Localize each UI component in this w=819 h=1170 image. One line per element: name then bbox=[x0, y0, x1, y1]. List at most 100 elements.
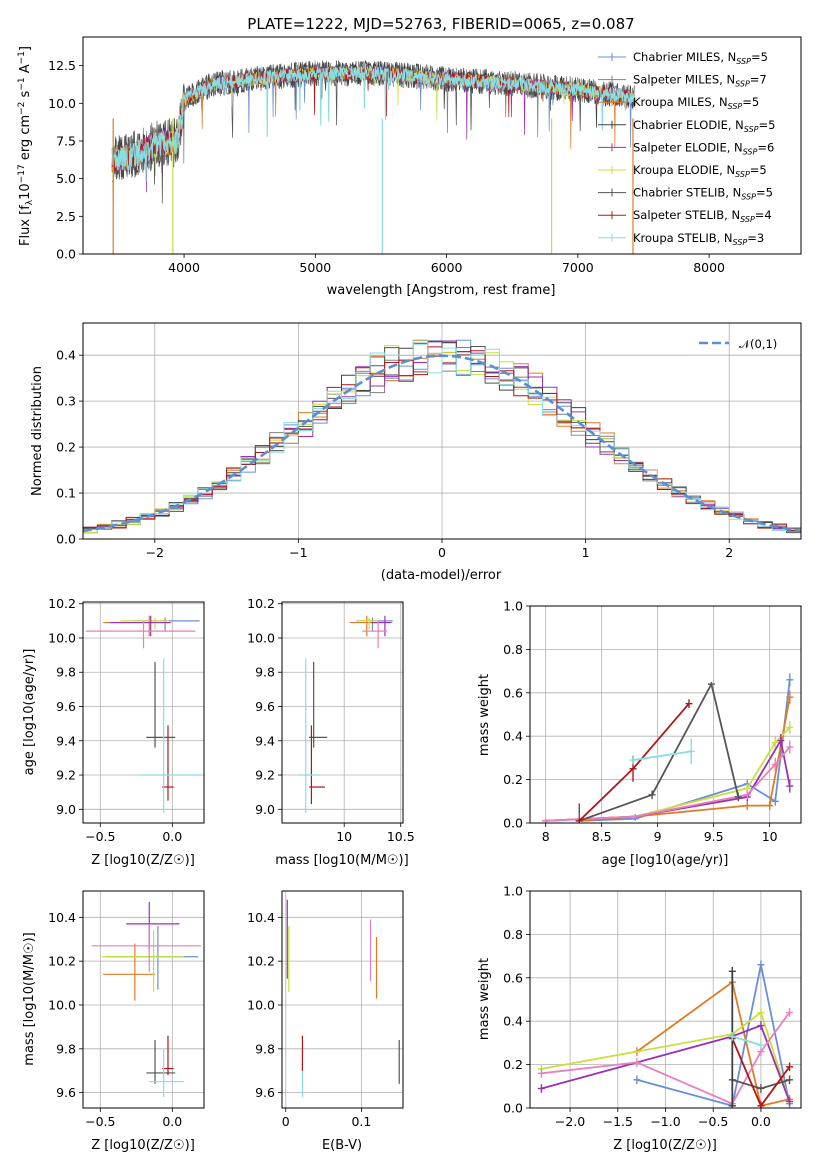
axes: 10 10.5 9.0 9.2 9.4 9.6 9.8 10.0 10.2 bbox=[247, 596, 415, 844]
legend-sub: SSP bbox=[743, 147, 758, 156]
y-tick-label: 9.4 bbox=[56, 733, 76, 748]
y-tick-label: 10.4 bbox=[247, 910, 275, 925]
plot-area bbox=[298, 615, 393, 813]
weight-line bbox=[636, 980, 790, 1107]
weight-line bbox=[545, 746, 791, 822]
weight-line bbox=[545, 726, 791, 822]
x-axis-label: Z [log10(Z/Z☉)] bbox=[91, 1138, 195, 1153]
weight-line bbox=[732, 1035, 762, 1046]
x-axis-label: Z [log10(Z/Z☉)] bbox=[91, 853, 195, 868]
y-tick-label: 10.0 bbox=[48, 997, 76, 1012]
y-part: A bbox=[18, 64, 33, 77]
legend-sub: SSP bbox=[735, 170, 750, 179]
x-tick-label: −2.0 bbox=[555, 1114, 585, 1129]
residual-histogram-panel: −2 −1 0 1 2 0.0 0.1 0.2 0.3 0.4 𝒩(0,1) (data-model)… bbox=[30, 322, 802, 583]
weight-line bbox=[636, 964, 791, 1107]
plot-area bbox=[537, 960, 794, 1108]
y-tick-label: 0.0 bbox=[503, 816, 523, 831]
y-tick-label: 1.0 bbox=[503, 599, 523, 614]
x-tick-label: −1.0 bbox=[650, 1114, 680, 1129]
x-tick-label: −0.5 bbox=[85, 1114, 115, 1129]
legend-label: Chabrier MILES, NSSP=5 bbox=[633, 50, 768, 66]
normal-curve bbox=[83, 354, 801, 533]
weight-line bbox=[541, 1011, 791, 1102]
y-sup: −17 bbox=[17, 164, 27, 183]
y-axis-label: mass weight bbox=[477, 674, 492, 756]
x-axis-label: age [log10(age/yr)] bbox=[602, 853, 729, 868]
y-tick-label: 12.5 bbox=[48, 58, 76, 73]
y-tick-label: 2.5 bbox=[56, 209, 76, 224]
x-tick-label: 9.5 bbox=[704, 829, 724, 844]
axes-frame bbox=[529, 605, 802, 824]
y-tick-label: 10.0 bbox=[247, 630, 275, 645]
legend-rest: =3 bbox=[747, 231, 764, 245]
y-axis-label: Normed distribution bbox=[30, 366, 45, 496]
y-tick-label: 10.0 bbox=[48, 96, 76, 111]
y-tick-label: 0.4 bbox=[503, 1014, 523, 1029]
y-tick-label: 9.6 bbox=[56, 699, 76, 714]
axes-frame bbox=[529, 890, 802, 1109]
weight-line bbox=[578, 681, 740, 822]
legend-label: 𝒩(0,1) bbox=[739, 337, 777, 351]
x-tick-label: 5000 bbox=[299, 260, 331, 275]
legend-sub: SSP bbox=[736, 57, 751, 66]
legend-sub: SSP bbox=[744, 125, 759, 134]
age-vs-metallicity-panel: −0.5 0.0 9.0 9.2 9.4 9.6 9.8 10.0 10.2 Z [log10(Z… bbox=[22, 596, 205, 868]
y-tick-label: 9.2 bbox=[255, 768, 275, 783]
x-tick-label: −0.5 bbox=[698, 1114, 728, 1129]
axes: 8 8.5 9 9.5 10 0.0 0.2 0.4 0.6 0.8 1.0 bbox=[503, 599, 802, 844]
x-axis-label: wavelength [Angstrom, rest frame] bbox=[327, 283, 556, 298]
y-sup: −1 bbox=[17, 51, 27, 64]
y-tick-label: 0.1 bbox=[56, 486, 76, 501]
axes-frame bbox=[82, 601, 205, 824]
figure-title: PLATE=1222, MJD=52763, FIBERID=0065, z=0… bbox=[247, 15, 634, 33]
legend-rest: =5 bbox=[756, 186, 773, 200]
legend-rest: =5 bbox=[759, 118, 776, 132]
x-tick-label: 1 bbox=[582, 545, 590, 560]
x-tick-label: −0.5 bbox=[85, 829, 115, 844]
weight-line bbox=[578, 703, 690, 822]
y-tick-label: 9.6 bbox=[56, 1085, 76, 1100]
axes-frame bbox=[82, 36, 802, 255]
axes: −2 −1 0 1 2 0.0 0.1 0.2 0.3 0.4 bbox=[56, 322, 802, 560]
axes: 4000 5000 6000 7000 8000 0.0 2.5 5.0 7.5 10.0 12.5 bbox=[48, 36, 802, 275]
x-axis-label: Z [log10(Z/Z☉)] bbox=[613, 1138, 717, 1153]
y-tick-label: 9.0 bbox=[255, 802, 275, 817]
mass-vs-extinction-panel: 0 0.1 9.6 9.8 10.0 10.2 10.4 E(B-V) bbox=[247, 890, 404, 1153]
x-tick-label: 9 bbox=[654, 829, 662, 844]
y-tick-label: 0.0 bbox=[503, 1101, 523, 1116]
y-axis-label: mass weight bbox=[477, 958, 492, 1040]
legend-label: Kroupa ELODIE, NSSP=5 bbox=[633, 163, 767, 179]
spectrum-line bbox=[111, 65, 635, 182]
y-tick-label: 10.2 bbox=[48, 596, 76, 611]
x-tick-label: 7000 bbox=[562, 260, 594, 275]
y-tick-label: 0.2 bbox=[503, 772, 523, 787]
y-axis-label: age [log10(age/yr)] bbox=[22, 649, 37, 776]
x-tick-label: 0.0 bbox=[162, 829, 182, 844]
legend-label: Chabrier STELIB, NSSP=5 bbox=[633, 186, 773, 202]
axes-frame bbox=[281, 890, 404, 1109]
plot-area bbox=[83, 339, 801, 537]
plot-area bbox=[91, 901, 202, 1098]
y-tick-label: 9.0 bbox=[56, 802, 76, 817]
x-tick-label: 0 bbox=[282, 1114, 290, 1129]
plot-area bbox=[286, 899, 400, 1098]
y-tick-label: 1.0 bbox=[503, 884, 523, 899]
y-sub: λ bbox=[25, 199, 35, 205]
y-tick-label: 9.6 bbox=[255, 1085, 275, 1100]
legend-rest: =5 bbox=[751, 50, 768, 64]
x-tick-label: 8.5 bbox=[592, 829, 612, 844]
y-tick-label: 0.3 bbox=[56, 394, 76, 409]
weight-line bbox=[579, 696, 791, 822]
y-tick-label: 10.0 bbox=[48, 630, 76, 645]
x-tick-label: 10 bbox=[762, 829, 778, 844]
y-part: ] bbox=[18, 46, 33, 51]
y-tick-label: 0.0 bbox=[56, 247, 76, 262]
legend-rest: =7 bbox=[750, 73, 767, 87]
plot-area bbox=[542, 673, 794, 823]
weight-line bbox=[579, 679, 791, 822]
legend-rest: =4 bbox=[755, 208, 772, 222]
axes: −0.5 0.0 9.0 9.2 9.4 9.6 9.8 10.0 10.2 bbox=[48, 596, 205, 844]
y-tick-label: 9.8 bbox=[56, 1041, 76, 1056]
y-part: erg cm bbox=[18, 115, 33, 164]
